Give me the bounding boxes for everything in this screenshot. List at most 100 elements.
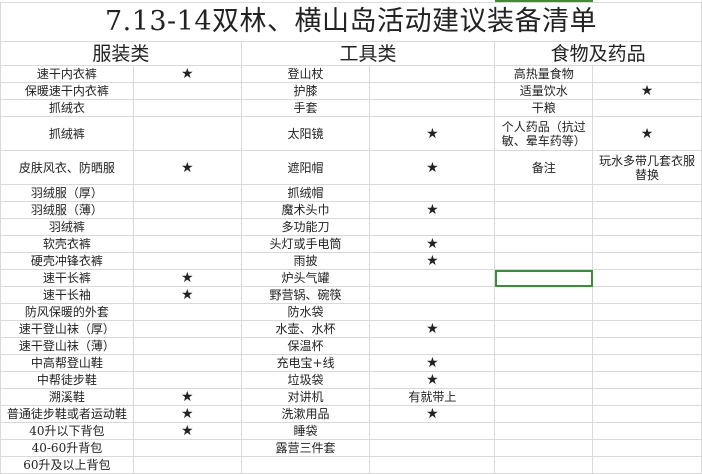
item-cell[interactable]: 速干内衣裤 xyxy=(0,65,134,83)
header-food[interactable]: 食物及药品 xyxy=(494,41,702,66)
item-cell[interactable]: 露营三件套 xyxy=(240,439,371,457)
mark-cell[interactable] xyxy=(132,116,242,151)
mark-cell[interactable] xyxy=(592,184,702,202)
item-cell[interactable]: 护膝 xyxy=(240,82,371,100)
item-cell[interactable] xyxy=(494,252,594,270)
item-cell[interactable]: 速干登山袜（薄） xyxy=(0,337,134,355)
item-cell[interactable]: 速干登山袜（厚） xyxy=(0,320,134,338)
item-cell[interactable]: 中高帮登山鞋 xyxy=(0,354,134,372)
selected-cell[interactable] xyxy=(494,269,594,287)
item-cell[interactable] xyxy=(494,218,594,236)
item-cell[interactable] xyxy=(494,303,594,321)
mark-cell[interactable]: ★ xyxy=(369,201,496,219)
mark-cell[interactable] xyxy=(592,286,702,304)
mark-cell[interactable] xyxy=(132,99,242,117)
mark-cell[interactable] xyxy=(592,303,702,321)
item-cell[interactable]: 溯溪鞋 xyxy=(0,388,134,406)
mark-cell[interactable] xyxy=(132,456,242,474)
item-cell[interactable]: 羽绒服（厚） xyxy=(0,184,134,202)
mark-cell[interactable] xyxy=(592,320,702,338)
mark-cell[interactable]: ★ xyxy=(369,371,496,389)
mark-cell[interactable]: ★ xyxy=(369,320,496,338)
mark-cell[interactable] xyxy=(132,82,242,100)
mark-cell[interactable] xyxy=(369,456,496,474)
mark-cell[interactable] xyxy=(592,456,702,474)
item-cell[interactable]: 多功能刀 xyxy=(240,218,371,236)
item-cell[interactable]: 防风保暖的外套 xyxy=(0,303,134,321)
mark-cell[interactable]: ★ xyxy=(132,65,242,83)
mark-cell[interactable]: ★ xyxy=(132,422,242,440)
item-cell[interactable]: 中帮徒步鞋 xyxy=(0,371,134,389)
mark-cell[interactable] xyxy=(592,201,702,219)
item-cell[interactable]: 保温杯 xyxy=(240,337,371,355)
item-cell[interactable]: 登山杖 xyxy=(240,65,371,83)
mark-cell[interactable] xyxy=(132,252,242,270)
item-cell[interactable]: 速干长袖 xyxy=(0,286,134,304)
mark-cell[interactable]: ★ xyxy=(369,354,496,372)
item-cell[interactable]: 高热量食物 xyxy=(494,65,594,83)
item-cell[interactable]: 垃圾袋 xyxy=(240,371,371,389)
mark-cell[interactable] xyxy=(132,201,242,219)
item-cell[interactable] xyxy=(494,184,594,202)
mark-cell[interactable] xyxy=(592,388,702,406)
item-cell[interactable]: 魔术头巾 xyxy=(240,201,371,219)
item-cell[interactable]: 炉头气罐 xyxy=(240,269,371,287)
item-cell[interactable] xyxy=(494,405,594,423)
item-cell[interactable]: 遮阳帽 xyxy=(240,150,371,185)
mark-cell[interactable] xyxy=(132,337,242,355)
sheet-title[interactable]: 7.13-14双林、横山岛活动建议装备清单 xyxy=(0,2,702,42)
item-cell[interactable] xyxy=(494,354,594,372)
item-cell[interactable]: 适量饮水 xyxy=(494,82,594,100)
header-tools[interactable]: 工具类 xyxy=(240,41,496,66)
item-cell[interactable]: 太阳镜 xyxy=(240,116,371,151)
mark-cell[interactable] xyxy=(592,439,702,457)
mark-cell[interactable] xyxy=(132,320,242,338)
mark-cell[interactable] xyxy=(369,99,496,117)
item-cell[interactable]: 充电宝+线 xyxy=(240,354,371,372)
item-cell[interactable]: 保暖速干内衣裤 xyxy=(0,82,134,100)
item-cell[interactable]: 头灯或手电筒 xyxy=(240,235,371,253)
mark-cell[interactable] xyxy=(592,65,702,83)
mark-cell[interactable] xyxy=(369,337,496,355)
item-cell[interactable] xyxy=(494,388,594,406)
mark-cell[interactable]: ★ xyxy=(369,150,496,185)
mark-cell[interactable] xyxy=(369,82,496,100)
item-cell[interactable] xyxy=(494,422,594,440)
mark-cell[interactable] xyxy=(592,371,702,389)
item-cell[interactable] xyxy=(494,439,594,457)
mark-cell[interactable]: ★ xyxy=(592,82,702,100)
item-cell[interactable]: 野营锅、碗筷 xyxy=(240,286,371,304)
mark-cell[interactable] xyxy=(369,184,496,202)
mark-cell[interactable] xyxy=(369,286,496,304)
mark-cell[interactable]: ★ xyxy=(369,235,496,253)
item-cell[interactable]: 睡袋 xyxy=(240,422,371,440)
mark-cell[interactable] xyxy=(592,405,702,423)
item-cell[interactable] xyxy=(494,320,594,338)
mark-cell[interactable] xyxy=(132,303,242,321)
item-cell[interactable]: 抓绒衣 xyxy=(0,99,134,117)
item-cell[interactable]: 40-60升背包 xyxy=(0,439,134,457)
mark-cell[interactable] xyxy=(369,422,496,440)
item-cell[interactable]: 对讲机 xyxy=(240,388,371,406)
mark-cell[interactable]: ★ xyxy=(369,116,496,151)
mark-cell[interactable] xyxy=(369,65,496,83)
mark-cell[interactable]: ★ xyxy=(369,405,496,423)
item-cell[interactable]: 软壳衣裤 xyxy=(0,235,134,253)
mark-cell[interactable] xyxy=(592,422,702,440)
item-cell[interactable] xyxy=(494,201,594,219)
item-cell[interactable]: 抓绒帽 xyxy=(240,184,371,202)
item-cell[interactable] xyxy=(494,337,594,355)
mark-cell[interactable]: ★ xyxy=(132,388,242,406)
mark-cell[interactable] xyxy=(369,269,496,287)
item-cell[interactable]: 硬壳冲锋衣裤 xyxy=(0,252,134,270)
mark-cell[interactable] xyxy=(592,218,702,236)
item-cell[interactable]: 60升及以上背包 xyxy=(0,456,134,474)
item-cell[interactable]: 洗漱用品 xyxy=(240,405,371,423)
item-cell[interactable]: 40升以下背包 xyxy=(0,422,134,440)
item-cell[interactable]: 雨披 xyxy=(240,252,371,270)
item-cell[interactable] xyxy=(240,456,371,474)
item-cell[interactable]: 普通徒步鞋或者运动鞋 xyxy=(0,405,134,423)
mark-cell[interactable]: ★ xyxy=(132,405,242,423)
mark-cell[interactable] xyxy=(369,439,496,457)
mark-cell[interactable] xyxy=(592,235,702,253)
